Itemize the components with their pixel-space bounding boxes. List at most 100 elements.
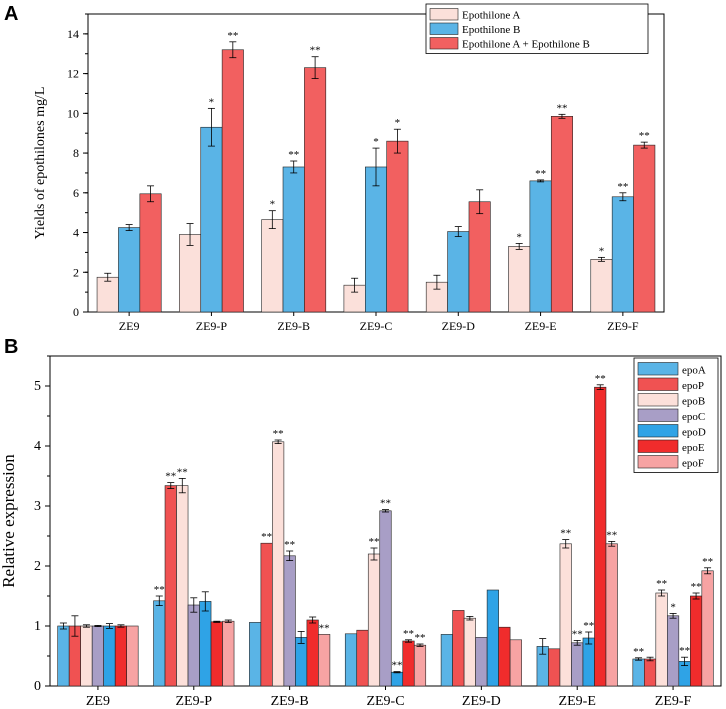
- y-tick-label: 8: [73, 146, 79, 160]
- bar: [365, 166, 387, 313]
- bar: [447, 231, 470, 313]
- x-tick-label: ZE9-E: [525, 319, 557, 333]
- legend-swatch: [637, 362, 679, 376]
- significance-mark: *: [670, 601, 676, 613]
- bar: [261, 219, 284, 313]
- bar: [452, 610, 465, 687]
- bar: [282, 166, 305, 313]
- significance-mark: **: [617, 181, 628, 193]
- panel-a-letter: A: [4, 3, 18, 25]
- bar: [367, 553, 381, 687]
- significance-mark: **: [702, 556, 713, 568]
- bar: [413, 644, 427, 687]
- bar: [272, 441, 285, 687]
- legend-box: [425, 3, 649, 54]
- bar: [667, 615, 680, 687]
- y-tick-label: 0: [73, 305, 79, 319]
- bar: [611, 196, 634, 313]
- significance-mark: **: [679, 645, 690, 657]
- significance-mark: **: [165, 471, 176, 483]
- panel-b-letter: B: [4, 336, 18, 358]
- legend-label: Epothilone B: [462, 24, 520, 36]
- x-tick-label: ZE9-F: [607, 319, 639, 333]
- significance-mark: **: [310, 45, 321, 57]
- significance-mark: **: [595, 373, 606, 385]
- significance-mark: **: [583, 620, 594, 632]
- x-tick-label: ZE9-D: [442, 319, 476, 333]
- bar: [582, 637, 595, 687]
- bar: [139, 193, 162, 313]
- bar: [571, 642, 584, 687]
- significance-mark: *: [209, 96, 215, 108]
- legend-label: epoE: [682, 442, 705, 454]
- legend-label: Epothilone A + Epothilone B: [462, 39, 590, 51]
- legend-swatch: [637, 408, 679, 422]
- bar: [690, 595, 703, 687]
- x-tick-label: ZE9-C: [366, 694, 404, 709]
- bar: [475, 637, 488, 687]
- y-tick-label: 4: [73, 226, 79, 240]
- chart-a: 0 2 4 6 8 10 12 14 Yields of epothilones mg/L ZE9…: [33, 3, 665, 333]
- bar: [318, 634, 331, 687]
- legend-swatch: [637, 424, 679, 438]
- bar: [91, 625, 104, 687]
- bar: [468, 201, 491, 313]
- bar: [594, 386, 607, 687]
- bar: [57, 625, 70, 687]
- bar: [118, 227, 141, 313]
- bar: [344, 633, 358, 687]
- bar: [550, 116, 573, 313]
- significance-mark: *: [270, 199, 276, 211]
- y-tick-label: 12: [67, 67, 79, 81]
- y-tick-label: 3: [34, 499, 41, 514]
- significance-mark: **: [639, 130, 650, 142]
- significance-mark: *: [599, 245, 605, 257]
- bar: [153, 600, 166, 687]
- significance-mark: **: [273, 428, 284, 440]
- x-tick-label: ZE9: [119, 319, 140, 333]
- significance-mark: *: [395, 117, 401, 129]
- bar: [633, 144, 656, 313]
- bar: [590, 259, 613, 313]
- bar: [187, 604, 200, 687]
- significance-mark: **: [154, 584, 165, 596]
- bar: [632, 658, 645, 687]
- bar: [701, 570, 714, 687]
- legend-swatch: [637, 377, 679, 391]
- y-tick-label: 10: [67, 106, 79, 120]
- significance-mark: **: [288, 149, 299, 161]
- significance-mark: **: [535, 168, 546, 180]
- bar: [126, 625, 139, 687]
- bar: [200, 126, 223, 313]
- significance-mark: **: [633, 646, 644, 658]
- significance-mark: *: [373, 136, 379, 148]
- significance-mark: **: [403, 628, 414, 640]
- significance-mark: **: [556, 102, 567, 114]
- bar: [655, 592, 668, 687]
- y-axis-title: Relative expression: [0, 454, 18, 588]
- bar: [356, 629, 369, 687]
- y-tick-label: 1: [34, 619, 41, 634]
- x-tick-label: ZE9-B: [277, 319, 310, 333]
- significance-mark: **: [380, 498, 391, 510]
- bar: [210, 621, 223, 687]
- significance-mark: **: [261, 531, 272, 543]
- significance-mark: **: [368, 536, 379, 548]
- bar: [386, 140, 409, 313]
- legend-swatch: [429, 8, 459, 21]
- legend-swatch: [637, 439, 679, 453]
- bar: [548, 648, 561, 687]
- legend-swatch: [637, 393, 679, 407]
- bar: [559, 543, 572, 687]
- y-tick-label: 14: [67, 27, 79, 41]
- bar: [463, 617, 476, 687]
- bar: [508, 246, 531, 313]
- significance-mark: *: [516, 231, 522, 243]
- x-tick-label: ZE9-P: [176, 694, 213, 709]
- bar: [80, 625, 93, 687]
- y-tick-label: 0: [34, 679, 41, 694]
- bar: [304, 67, 327, 313]
- y-tick-label: 2: [73, 265, 79, 279]
- bar: [199, 601, 212, 687]
- bar: [249, 622, 262, 687]
